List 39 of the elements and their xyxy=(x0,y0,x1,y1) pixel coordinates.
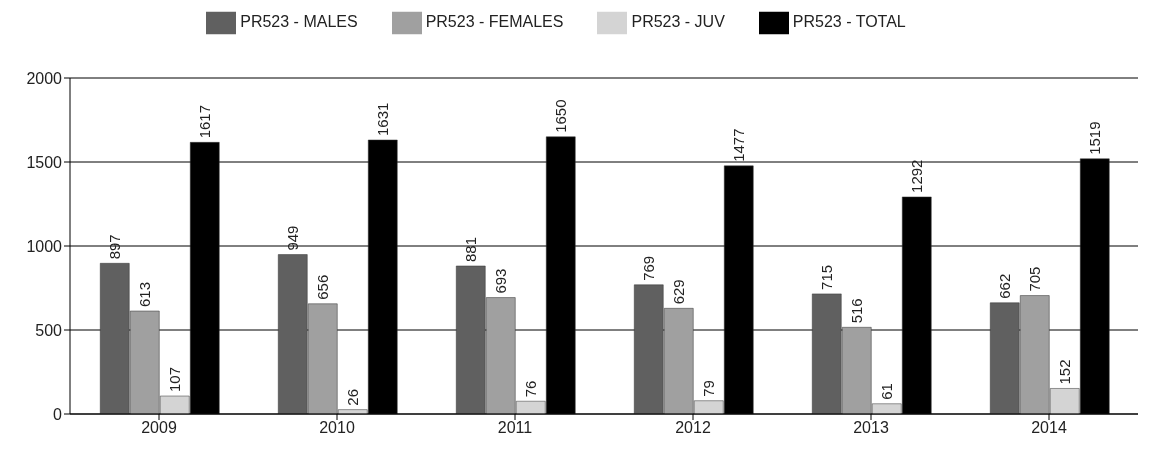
data-label: 79 xyxy=(700,380,718,397)
x-tick-label: 2010 xyxy=(319,419,355,437)
legend-label: PR523 - MALES xyxy=(240,13,358,31)
legend-label: PR523 - JUV xyxy=(631,13,725,31)
data-label: 656 xyxy=(314,274,332,300)
x-tick-label: 2014 xyxy=(1031,419,1067,437)
y-tick-label: 500 xyxy=(35,321,63,339)
data-label: 1650 xyxy=(552,99,570,133)
data-label: 1631 xyxy=(374,102,392,136)
x-tick-label: 2012 xyxy=(675,419,711,437)
data-label: 516 xyxy=(848,298,866,324)
data-label: 949 xyxy=(284,225,302,251)
legend-label: PR523 - FEMALES xyxy=(425,13,564,31)
data-label: 107 xyxy=(166,366,184,393)
data-label: 1617 xyxy=(196,104,214,139)
y-tick-label: 1500 xyxy=(26,153,63,171)
data-label: 1519 xyxy=(1086,121,1104,155)
y-tick-label: 2000 xyxy=(26,69,63,87)
data-label: 1477 xyxy=(730,128,748,162)
data-label: 61 xyxy=(878,383,896,400)
data-label: 715 xyxy=(818,264,836,290)
x-tick-label: 2013 xyxy=(853,419,889,437)
x-tick-label: 2009 xyxy=(141,419,177,437)
data-label: 897 xyxy=(106,234,124,260)
data-label: 26 xyxy=(344,388,362,406)
y-tick-label: 0 xyxy=(53,405,63,423)
legend-label: PR523 - TOTAL xyxy=(792,13,906,31)
data-label: 76 xyxy=(522,380,540,398)
x-tick-label: 2011 xyxy=(497,419,533,437)
data-label: 693 xyxy=(492,268,510,294)
data-label: 881 xyxy=(462,236,480,262)
data-label: 1292 xyxy=(908,159,926,193)
data-label: 152 xyxy=(1056,359,1074,385)
y-tick-label: 1000 xyxy=(26,237,63,255)
data-label: 705 xyxy=(1026,266,1044,292)
data-label: 769 xyxy=(640,255,658,281)
data-label: 629 xyxy=(670,279,688,305)
data-label: 613 xyxy=(136,281,154,308)
data-label: 662 xyxy=(996,273,1014,299)
